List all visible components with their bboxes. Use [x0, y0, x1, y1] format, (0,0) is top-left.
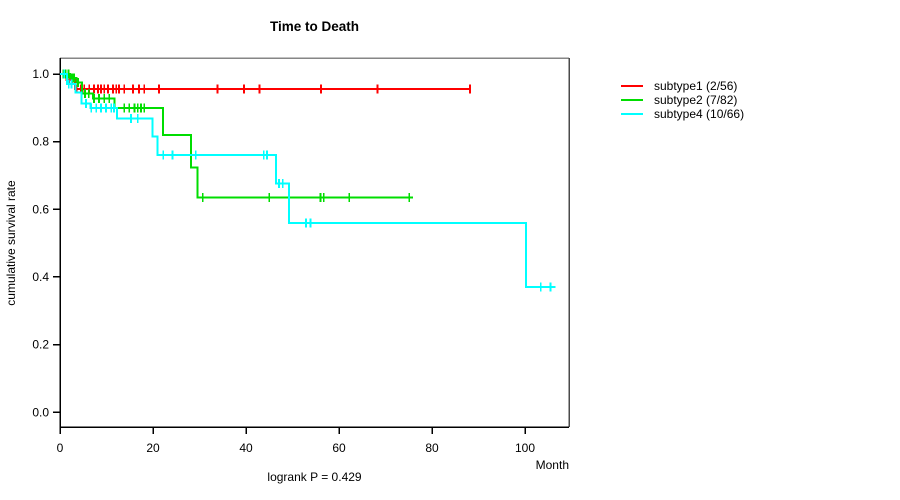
x-tick-label: 40: [239, 441, 253, 455]
y-tick-label: 1.0: [32, 67, 49, 81]
x-tick-label: 0: [57, 441, 64, 455]
legend-item-subtype2: subtype2 (7/82): [621, 93, 744, 107]
legend: subtype1 (2/56) subtype2 (7/82) subtype4…: [621, 79, 744, 121]
y-tick-label: 0.8: [32, 135, 49, 149]
y-tick-label: 0.0: [32, 405, 49, 419]
legend-item-subtype4: subtype4 (10/66): [621, 107, 744, 121]
logrank-annotation: logrank P = 0.429: [267, 470, 362, 484]
y-tick-label: 0.2: [32, 338, 49, 352]
y-tick-label: 0.4: [32, 270, 49, 284]
legend-line-subtype2: [621, 99, 643, 101]
x-tick-label: 100: [515, 441, 535, 455]
series-curve-subtype1: [60, 73, 471, 90]
x-tick-label: 60: [332, 441, 346, 455]
y-tick-label: 0.6: [32, 202, 49, 216]
legend-line-subtype1: [621, 85, 643, 87]
series-curve-subtype4: [60, 73, 556, 288]
legend-item-subtype1: subtype1 (2/56): [621, 79, 744, 93]
legend-label-subtype2: subtype2 (7/82): [654, 93, 738, 107]
legend-label-subtype4: subtype4 (10/66): [654, 107, 745, 121]
x-tick-label: 80: [425, 441, 439, 455]
legend-label-subtype1: subtype1 (2/56): [654, 79, 738, 93]
x-tick-label: 20: [146, 441, 160, 455]
y-axis-label: cumulative survival rate: [4, 180, 18, 306]
chart-title: Time to Death: [269, 19, 359, 34]
legend-line-subtype4: [621, 113, 643, 115]
x-axis-label: Month: [535, 458, 569, 472]
